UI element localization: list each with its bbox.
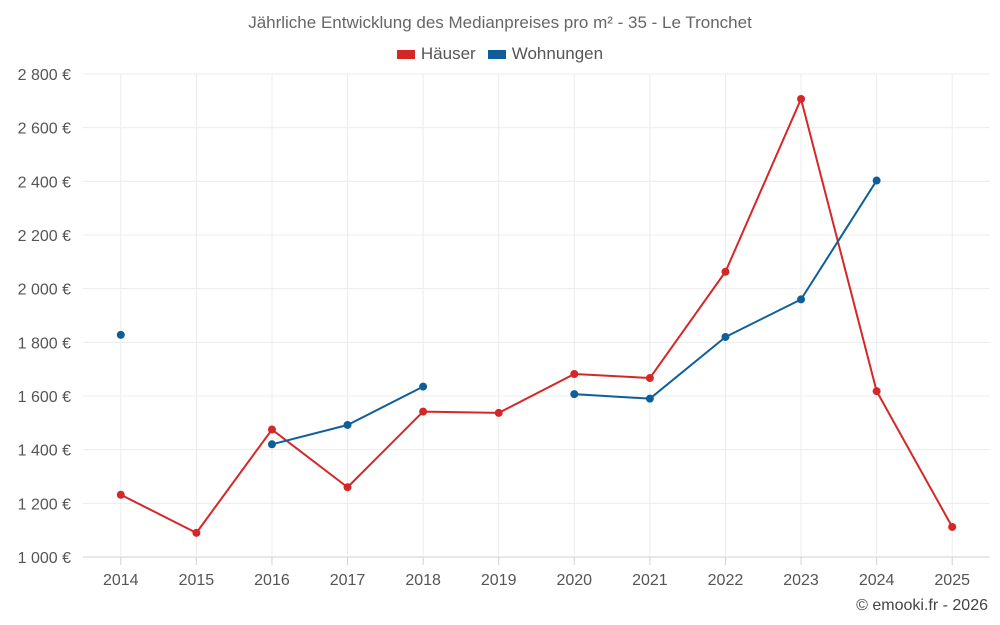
data-point-haeuser (645, 374, 654, 383)
data-point-wohnungen (797, 295, 806, 304)
y-tick-label: 1 400 € (18, 443, 71, 460)
x-tick-label: 2020 (556, 572, 592, 589)
x-tick-label: 2021 (632, 572, 668, 589)
x-tick-label: 2017 (330, 572, 366, 589)
y-tick-label: 1 200 € (18, 496, 71, 513)
legend-item-haeuser[interactable]: Häuser (396, 44, 476, 64)
x-tick-label: 2022 (708, 572, 744, 589)
data-point-haeuser (343, 483, 352, 492)
data-point-wohnungen (872, 176, 881, 185)
y-tick-label: 1 800 € (18, 335, 71, 352)
legend-label-haeuser: Häuser (420, 44, 476, 63)
y-tick-label: 2 400 € (18, 174, 71, 191)
data-point-wohnungen (116, 330, 125, 339)
data-point-wohnungen (570, 390, 579, 399)
data-point-wohnungen (419, 382, 428, 391)
data-point-wohnungen (343, 420, 352, 429)
legend-label-wohnungen: Wohnungen (511, 44, 604, 63)
legend: Häuser Wohnungen (0, 44, 1000, 64)
legend-swatch-wohnungen (487, 49, 506, 59)
x-tick-label: 2023 (783, 572, 819, 589)
y-tick-label: 1 600 € (18, 389, 71, 406)
y-tick-label: 2 000 € (18, 282, 71, 299)
series-line-haeuser (120, 97, 954, 534)
data-point-haeuser (797, 94, 806, 103)
x-tick-label: 2019 (481, 572, 517, 589)
legend-item-wohnungen[interactable]: Wohnungen (487, 44, 604, 64)
data-point-haeuser (721, 267, 730, 276)
x-tick-label: 2016 (254, 572, 290, 589)
x-tick-label: 2025 (934, 572, 970, 589)
y-tick-label: 1 000 € (18, 550, 71, 567)
data-point-wohnungen (645, 394, 654, 403)
y-tick-label: 2 600 € (18, 121, 71, 138)
data-point-haeuser (872, 387, 881, 396)
data-point-wohnungen (721, 332, 730, 341)
data-point-haeuser (570, 369, 579, 378)
data-point-haeuser (419, 407, 428, 416)
x-tick-label: 2014 (103, 572, 139, 589)
data-point-haeuser (116, 490, 125, 499)
copyright-credit: © emooki.fr - 2026 (856, 597, 988, 614)
data-point-haeuser (267, 425, 276, 434)
legend-swatch-haeuser (396, 49, 415, 59)
data-point-haeuser (192, 528, 201, 537)
data-point-haeuser (494, 408, 503, 417)
y-tick-label: 2 200 € (18, 228, 71, 245)
x-tick-label: 2024 (859, 572, 895, 589)
x-tick-label: 2015 (179, 572, 215, 589)
y-tick-label: 2 800 € (18, 67, 71, 84)
chart-title: Jährliche Entwicklung des Medianpreises … (248, 13, 752, 32)
data-point-haeuser (948, 522, 957, 531)
x-tick-label: 2018 (405, 572, 441, 589)
data-point-wohnungen (267, 440, 276, 449)
